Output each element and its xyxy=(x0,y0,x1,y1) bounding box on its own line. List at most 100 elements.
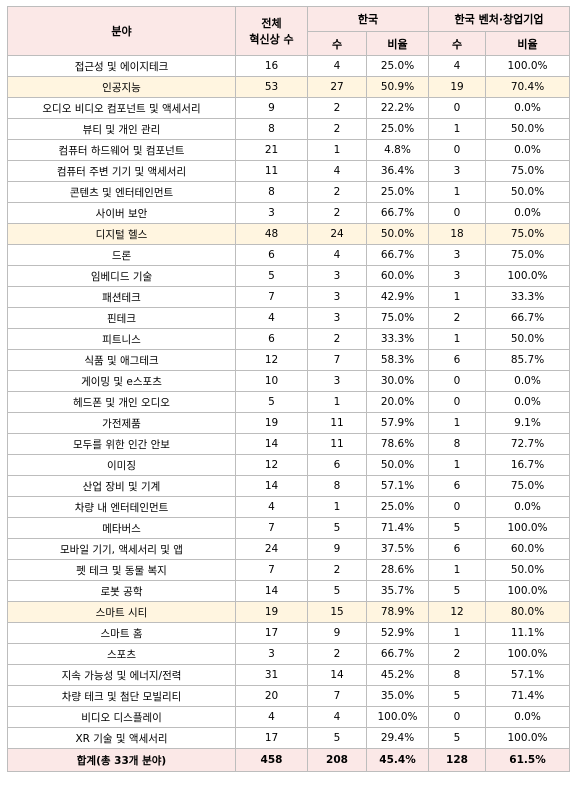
cell-venture-ratio: 16.7% xyxy=(485,454,570,476)
cell-korea-ratio: 36.4% xyxy=(366,160,429,182)
cell-venture-ratio: 9.1% xyxy=(485,412,570,434)
table-row: 핀테크 4 3 75.0% 2 66.7% xyxy=(7,307,570,329)
header-korea: 한국 xyxy=(307,6,429,32)
cell-korea-ratio: 30.0% xyxy=(366,370,429,392)
cell-field: 헤드폰 및 개인 오디오 xyxy=(7,391,236,413)
table-row: 스포츠 3 2 66.7% 2 100.0% xyxy=(7,643,570,665)
cell-korea-count: 6 xyxy=(307,454,367,476)
table-row: 피트니스 6 2 33.3% 1 50.0% xyxy=(7,328,570,350)
cell-korea-ratio: 60.0% xyxy=(366,265,429,287)
cell-venture-count: 3 xyxy=(428,265,486,287)
cell-field: 메타버스 xyxy=(7,517,236,539)
cell-total: 5 xyxy=(235,265,308,287)
table-row: 식품 및 애그테크 12 7 58.3% 6 85.7% xyxy=(7,349,570,371)
cell-field: 사이버 보안 xyxy=(7,202,236,224)
cell-total: 17 xyxy=(235,622,308,644)
cell-korea-count: 4 xyxy=(307,706,367,728)
cell-venture-count: 3 xyxy=(428,160,486,182)
cell-venture-count: 6 xyxy=(428,475,486,497)
total-cell-venture-count: 128 xyxy=(428,748,486,772)
cell-field: 펫 테크 및 동물 복지 xyxy=(7,559,236,581)
cell-field: 오디오 비디오 컴포넌트 및 액세서리 xyxy=(7,97,236,119)
cell-korea-ratio: 22.2% xyxy=(366,97,429,119)
cell-total: 7 xyxy=(235,286,308,308)
total-cell-total: 458 xyxy=(235,748,308,772)
cell-korea-count: 2 xyxy=(307,181,367,203)
cell-venture-ratio: 50.0% xyxy=(485,328,570,350)
cell-korea-count: 4 xyxy=(307,160,367,182)
cell-field: 지속 가능성 및 에너지/전력 xyxy=(7,664,236,686)
cell-total: 5 xyxy=(235,391,308,413)
cell-korea-count: 24 xyxy=(307,223,367,245)
cell-korea-ratio: 50.9% xyxy=(366,76,429,98)
cell-venture-count: 1 xyxy=(428,622,486,644)
table-row: 인공지능 53 27 50.9% 19 70.4% xyxy=(7,76,570,98)
table-row: 펫 테크 및 동물 복지 7 2 28.6% 1 50.0% xyxy=(7,559,570,581)
cell-venture-ratio: 0.0% xyxy=(485,496,570,518)
table-row: 모바일 기기, 액세서리 및 앱 24 9 37.5% 6 60.0% xyxy=(7,538,570,560)
cell-venture-ratio: 11.1% xyxy=(485,622,570,644)
table-row: 비디오 디스플레이 4 4 100.0% 0 0.0% xyxy=(7,706,570,728)
cell-venture-ratio: 75.0% xyxy=(485,244,570,266)
cell-venture-count: 0 xyxy=(428,370,486,392)
cell-venture-count: 0 xyxy=(428,202,486,224)
cell-venture-ratio: 100.0% xyxy=(485,55,570,77)
cell-field: 컴퓨터 하드웨어 및 컴포넌트 xyxy=(7,139,236,161)
cell-venture-ratio: 60.0% xyxy=(485,538,570,560)
cell-total: 4 xyxy=(235,496,308,518)
cell-total: 14 xyxy=(235,580,308,602)
cell-venture-count: 6 xyxy=(428,349,486,371)
cell-field: 임베디드 기술 xyxy=(7,265,236,287)
table-row: 스마트 시티 19 15 78.9% 12 80.0% xyxy=(7,601,570,623)
table-body: 접근성 및 에이지테크 16 4 25.0% 4 100.0% 인공지능 53 27 50.9% 1… xyxy=(7,55,570,772)
cell-korea-count: 9 xyxy=(307,622,367,644)
cell-total: 12 xyxy=(235,454,308,476)
cell-korea-ratio: 42.9% xyxy=(366,286,429,308)
innovation-award-table: 분야 전체 혁신상 수 한국 한국 벤처·창업기업 수 비율 수 비율 접근성 … xyxy=(7,6,570,772)
cell-venture-count: 1 xyxy=(428,118,486,140)
table-row: 게이밍 및 e스포츠 10 3 30.0% 0 0.0% xyxy=(7,370,570,392)
cell-korea-count: 2 xyxy=(307,559,367,581)
header-total-line1: 전체 xyxy=(261,17,282,30)
cell-venture-ratio: 50.0% xyxy=(485,181,570,203)
total-cell-korea-ratio: 45.4% xyxy=(366,748,429,772)
cell-korea-ratio: 25.0% xyxy=(366,181,429,203)
cell-korea-count: 27 xyxy=(307,76,367,98)
cell-field: 뷰티 및 개인 관리 xyxy=(7,118,236,140)
cell-venture-ratio: 50.0% xyxy=(485,118,570,140)
cell-korea-ratio: 29.4% xyxy=(366,727,429,749)
cell-korea-ratio: 78.6% xyxy=(366,433,429,455)
cell-venture-count: 1 xyxy=(428,454,486,476)
cell-venture-ratio: 80.0% xyxy=(485,601,570,623)
cell-korea-ratio: 57.9% xyxy=(366,412,429,434)
cell-venture-ratio: 100.0% xyxy=(485,265,570,287)
cell-korea-ratio: 50.0% xyxy=(366,223,429,245)
cell-venture-ratio: 50.0% xyxy=(485,559,570,581)
cell-venture-count: 0 xyxy=(428,706,486,728)
cell-total: 11 xyxy=(235,160,308,182)
cell-field: 차량 테크 및 첨단 모빌리티 xyxy=(7,685,236,707)
cell-total: 19 xyxy=(235,412,308,434)
cell-korea-ratio: 75.0% xyxy=(366,307,429,329)
cell-venture-ratio: 72.7% xyxy=(485,433,570,455)
cell-venture-count: 12 xyxy=(428,601,486,623)
cell-field: 스포츠 xyxy=(7,643,236,665)
cell-korea-count: 9 xyxy=(307,538,367,560)
table-row: 오디오 비디오 컴포넌트 및 액세서리 9 2 22.2% 0 0.0% xyxy=(7,97,570,119)
cell-total: 24 xyxy=(235,538,308,560)
cell-venture-count: 5 xyxy=(428,517,486,539)
table-row: 패션테크 7 3 42.9% 1 33.3% xyxy=(7,286,570,308)
cell-korea-ratio: 66.7% xyxy=(366,643,429,665)
cell-korea-count: 7 xyxy=(307,349,367,371)
header-venture-ratio: 비율 xyxy=(485,31,570,56)
table-row: 접근성 및 에이지테크 16 4 25.0% 4 100.0% xyxy=(7,55,570,77)
cell-venture-ratio: 100.0% xyxy=(485,643,570,665)
cell-venture-count: 5 xyxy=(428,580,486,602)
cell-venture-count: 0 xyxy=(428,97,486,119)
table-row: 콘텐츠 및 엔터테인먼트 8 2 25.0% 1 50.0% xyxy=(7,181,570,203)
table-row: 컴퓨터 하드웨어 및 컴포넌트 21 1 4.8% 0 0.0% xyxy=(7,139,570,161)
cell-venture-ratio: 0.0% xyxy=(485,139,570,161)
cell-korea-count: 14 xyxy=(307,664,367,686)
cell-korea-ratio: 33.3% xyxy=(366,328,429,350)
table-row: 컴퓨터 주변 기기 및 액세서리 11 4 36.4% 3 75.0% xyxy=(7,160,570,182)
